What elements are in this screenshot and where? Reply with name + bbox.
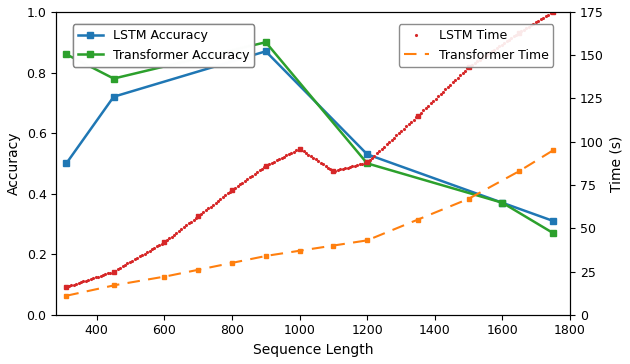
Line: LSTM Accuracy: LSTM Accuracy [63, 48, 556, 224]
LSTM Time [153, 244, 161, 249]
Transformer Time [62, 293, 70, 298]
Transformer Time [92, 287, 100, 292]
Transformer Time [192, 268, 200, 272]
Transformer Accuracy [262, 40, 270, 44]
Transformer Accuracy [549, 231, 557, 235]
Legend: LSTM Accuracy, Transformer Accuracy: LSTM Accuracy, Transformer Accuracy [72, 24, 255, 67]
Transformer Accuracy [498, 201, 506, 205]
LSTM Time [62, 285, 70, 289]
Y-axis label: Accuracy: Accuracy [7, 132, 21, 195]
Transformer Accuracy [62, 52, 70, 56]
Y-axis label: Time (s): Time (s) [609, 135, 623, 191]
LSTM Accuracy [364, 152, 371, 157]
Line: Transformer Accuracy: Transformer Accuracy [63, 39, 556, 237]
Transformer Time [153, 276, 161, 280]
LSTM Accuracy [498, 201, 506, 205]
Legend: LSTM Time, Transformer Time: LSTM Time, Transformer Time [399, 24, 553, 67]
LSTM Time [92, 275, 100, 280]
LSTM Time [549, 10, 557, 14]
LSTM Time [192, 215, 200, 220]
LSTM Accuracy [262, 49, 270, 54]
Transformer Time [549, 148, 557, 153]
LSTM Time [82, 278, 89, 283]
Transformer Accuracy [364, 161, 371, 166]
Transformer Time [508, 173, 515, 178]
Transformer Accuracy [110, 76, 117, 81]
LSTM Accuracy [549, 219, 557, 223]
Transformer Time [525, 163, 532, 167]
X-axis label: Sequence Length: Sequence Length [253, 343, 374, 357]
LSTM Time [508, 36, 515, 40]
Line: LSTM Time: LSTM Time [65, 10, 555, 289]
LSTM Accuracy [62, 161, 70, 166]
LSTM Time [525, 25, 532, 29]
LSTM Accuracy [110, 95, 117, 99]
Transformer Time [82, 289, 89, 294]
Line: Transformer Time: Transformer Time [66, 150, 553, 296]
